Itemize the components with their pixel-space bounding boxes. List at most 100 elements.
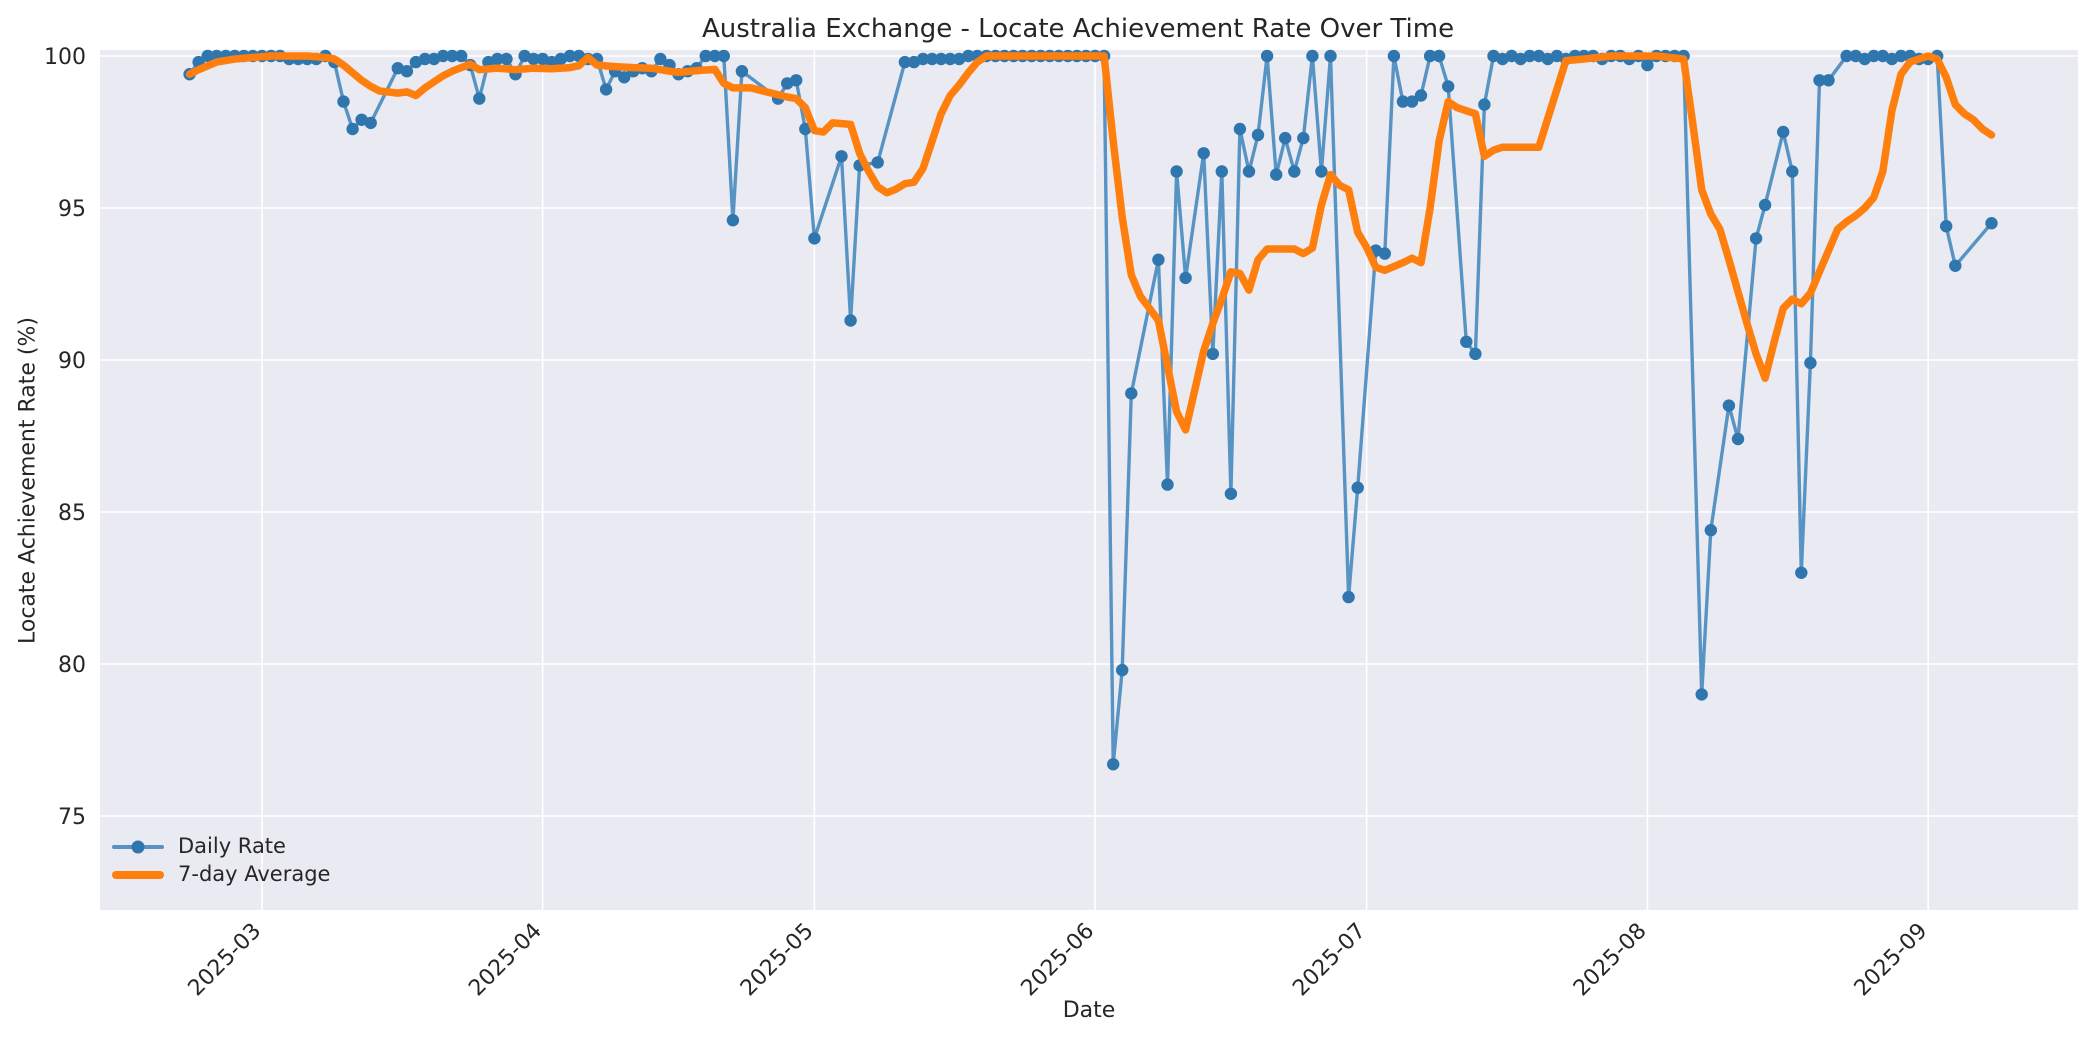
x-tick-label: 2025-04 (464, 919, 547, 1002)
chart-title: Australia Exchange - Locate Achievement … (0, 14, 2100, 44)
x-tick-label: 2025-07 (1288, 919, 1371, 1002)
daily-rate-marker (1460, 335, 1473, 348)
daily-rate-marker (1116, 663, 1129, 677)
daily-rate-marker (1405, 95, 1419, 108)
daily-rate-marker (1288, 165, 1301, 178)
daily-rate-marker (1170, 165, 1183, 178)
daily-rate-marker (1641, 58, 1654, 72)
daily-rate-marker (491, 52, 504, 66)
daily-rate-marker (500, 52, 513, 66)
daily-rate-marker (1822, 74, 1835, 87)
daily-rate-marker (1704, 524, 1718, 537)
daily-rate-marker-icon (131, 840, 145, 853)
daily-rate-marker (1695, 688, 1708, 701)
daily-rate-marker (563, 49, 577, 63)
daily-rate-marker (1777, 125, 1790, 139)
daily-rate-marker (871, 156, 884, 169)
y-tick-label: 90 (58, 349, 86, 374)
daily-rate-marker (1749, 232, 1763, 245)
plot-background (100, 50, 2078, 910)
y-axis-label: Locate Achievement Rate (%) (15, 317, 41, 645)
daily-rate-marker (726, 214, 740, 227)
daily-rate-marker (364, 116, 377, 130)
daily-rate-marker (337, 95, 350, 108)
daily-rate-marker (844, 314, 857, 327)
x-tick-label: 2025-06 (1017, 919, 1100, 1002)
daily-rate-line-icon (112, 840, 164, 854)
daily-rate-marker (934, 52, 948, 66)
daily-rate-marker (1297, 131, 1310, 145)
daily-rate-marker (944, 52, 957, 66)
daily-rate-marker (1242, 165, 1256, 178)
legend: Daily Rate 7-day Average (112, 836, 330, 885)
daily-rate-marker (1215, 165, 1229, 178)
chart-title-text: Australia Exchange - Locate Achievement … (701, 14, 1455, 44)
y-tick-label: 80 (58, 653, 86, 678)
daily-rate-marker (346, 122, 359, 136)
daily-rate-marker (1387, 49, 1401, 63)
daily-rate-marker (962, 49, 975, 63)
daily-rate-marker (708, 49, 721, 63)
daily-rate-marker (1315, 165, 1328, 178)
daily-rate-marker (1867, 49, 1881, 63)
daily-rate-marker (1722, 399, 1736, 412)
daily-rate-marker (1523, 49, 1536, 63)
daily-rate-marker (1107, 758, 1120, 771)
daily-rate-marker (1197, 147, 1210, 160)
daily-rate-marker (1414, 89, 1428, 102)
daily-rate-marker (1795, 566, 1808, 579)
daily-rate-marker (1940, 220, 1953, 233)
x-tick-label: 2025-08 (1569, 919, 1652, 1002)
daily-rate-marker (1206, 347, 1220, 361)
daily-rate-marker (925, 52, 939, 66)
daily-rate-marker (527, 52, 540, 66)
average-line-sample (112, 870, 164, 879)
daily-rate-marker (898, 55, 912, 69)
x-tick-label: 2025-09 (1850, 919, 1933, 1002)
daily-rate-marker (790, 74, 803, 87)
daily-rate-marker (1469, 347, 1482, 361)
legend-item-daily-rate: Daily Rate (112, 836, 330, 857)
daily-rate-marker (1161, 478, 1174, 491)
daily-rate-marker (1432, 49, 1446, 63)
daily-rate-marker (1279, 131, 1292, 145)
y-tick-label: 75 (58, 805, 86, 830)
daily-rate-marker (1342, 590, 1355, 604)
x-tick-label: 2025-05 (736, 919, 819, 1002)
daily-rate-marker (618, 71, 631, 84)
daily-rate-marker (1758, 198, 1772, 212)
daily-rate-marker (455, 49, 468, 63)
legend-label-7day-average: 7-day Average (178, 862, 331, 886)
seven-day-average-line (185, 52, 1996, 434)
daily-rate-marker (418, 52, 432, 66)
daily-rate-marker (835, 150, 848, 163)
daily-rate-marker (1125, 387, 1138, 400)
daily-rate-marker (1731, 432, 1745, 446)
daily-rate-marker (1840, 49, 1853, 63)
daily-rate-marker (446, 49, 459, 63)
daily-rate-marker (436, 49, 450, 63)
daily-rate-marker (1306, 49, 1319, 63)
y-tick-label: 100 (44, 45, 86, 70)
y-tick-label: 95 (58, 197, 86, 222)
daily-rate-marker (1949, 259, 1962, 272)
daily-rate-marker (1813, 74, 1826, 87)
daily-rate-marker (473, 92, 486, 105)
daily-rate-marker (599, 83, 613, 96)
daily-rate-marker (1251, 128, 1265, 142)
average-line-icon (112, 868, 164, 882)
legend-label-daily-rate: Daily Rate (178, 834, 286, 858)
y-tick-label: 85 (58, 501, 86, 526)
daily-rate-marker (916, 52, 930, 66)
x-tick-label: 2025-03 (184, 919, 267, 1002)
daily-rate-marker (1351, 481, 1364, 494)
x-axis-label: Date (1062, 998, 1116, 1023)
daily-rate-marker (717, 49, 730, 63)
daily-rate-marker (1270, 168, 1283, 181)
daily-rate-marker (1224, 487, 1238, 500)
daily-rate-marker (400, 65, 414, 78)
daily-rate-marker (1786, 165, 1799, 178)
daily-rate-marker (1985, 217, 1998, 230)
